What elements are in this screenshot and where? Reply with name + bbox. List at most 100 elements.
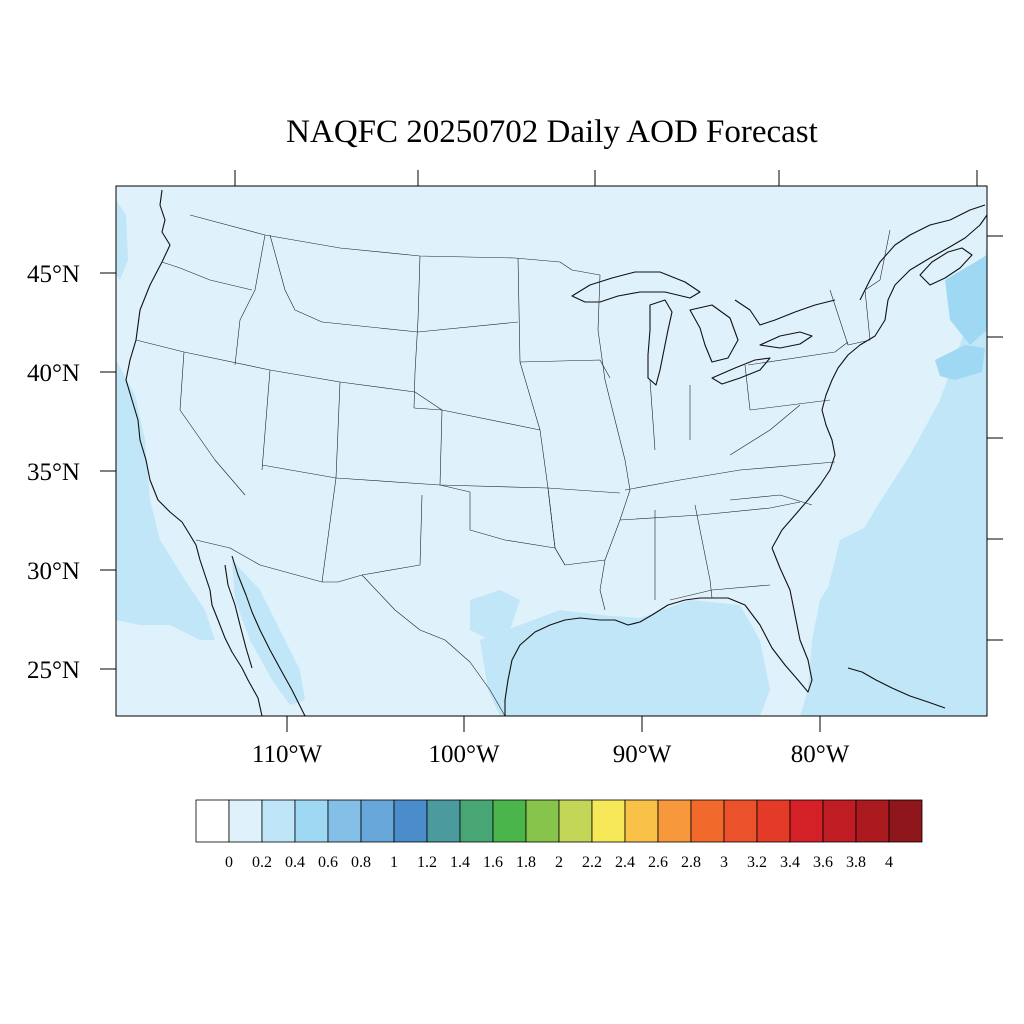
border-nv-ut [261,369,271,471]
aod-region-offshore-east [935,345,985,380]
border-ky-tn [624,461,836,491]
colorbar-swatch [657,799,692,843]
colorbar-swatch [195,799,230,843]
colorbar-label: 3.8 [846,854,866,871]
aod-region-texas [470,590,520,640]
border-al-ga [694,504,713,599]
baja-west-coast [224,564,253,669]
border-pa-md [749,399,831,411]
state-borders [135,214,891,717]
colorbar-label: 1 [390,854,398,871]
border-wv-va [729,404,801,456]
colorbar-swatch [855,799,890,843]
aod-region-nova-scotia [945,255,987,345]
border-ga-fl [669,584,771,601]
border-sc-nc [729,494,813,506]
lat-label-40n: 40°N [27,360,80,387]
gulf-of-california-coast [231,555,306,717]
colorbar-label: 2.2 [582,854,602,871]
colorbar-label: 3 [720,854,728,871]
colorbar-label: 0.4 [285,854,305,871]
colorbar-label: 2 [555,854,563,871]
colorbar-label: 2.4 [615,854,635,871]
colorbar-swatch [459,799,494,843]
colorbar-swatch [261,799,296,843]
colorbar-swatch [756,799,791,843]
colorbar-swatch [624,799,659,843]
coastlines [125,189,988,717]
longitude-labels: 110°W 100°W 90°W 80°W [252,741,850,768]
great-lakes-north-shore [734,299,836,326]
lon-label-90w: 90°W [613,741,672,768]
colorbar-swatch [558,799,593,843]
colorbar-label: 1.4 [450,854,470,871]
map-frame [115,185,988,717]
colorbar-swatch [327,799,362,843]
aod-region-pacific [116,360,215,640]
lon-label-80w: 80°W [791,741,850,768]
aod-region-northwest [116,200,128,280]
latitude-labels: 45°N 40°N 35°N 30°N 25°N [27,261,80,684]
colorbar-swatch [690,799,725,843]
border-mt-wy [321,321,519,333]
lon-label-100w: 100°W [428,741,499,768]
atlantic-coastline [771,214,988,549]
colorbar-label: 0.2 [252,854,272,871]
border-tx-mex [361,574,506,717]
border-tn-south [619,501,801,521]
lake-superior [571,271,701,303]
border-mississippi-river [597,274,631,611]
lake-huron [689,304,739,363]
colorbar-swatch [591,799,626,843]
border-az-nm [321,477,337,583]
colorbar-swatch [426,799,461,843]
lon-label-110w: 110°W [252,741,323,768]
gulf-coastline [504,547,813,716]
colorbar-label: 2.6 [648,854,668,871]
colorbar-label: 3.6 [813,854,833,871]
colorbar-label: 1.6 [483,854,503,871]
border-ca-nv-diag [179,351,246,496]
colorbar-label: 4 [885,854,893,871]
florida-keys-bahamas [847,667,946,709]
colorbar-label: 3.4 [780,854,800,871]
aod-region-california-gulf [232,560,305,705]
border-nd-sd-line [413,255,421,409]
aod-region-gulf [480,600,770,716]
border-id-west [234,234,266,366]
us-canada-border [189,214,601,276]
gulf-of-st-lawrence [859,204,986,301]
border-il-in [649,379,656,451]
map-area [116,186,988,717]
ticks [100,170,1003,732]
border-ne-ks [413,407,541,431]
colorbar-label: 0 [225,854,233,871]
colorbar [195,799,923,843]
border-wa-or [161,261,253,291]
lat-label-45n: 45°N [27,261,80,288]
pacific-coastline [125,189,263,717]
colorbar-swatch [789,799,824,843]
border-co-ks [439,409,443,486]
border-pa-ny [747,341,849,366]
lat-label-30n: 30°N [27,558,80,585]
nova-scotia [919,247,973,286]
colorbar-label: 1.2 [417,854,437,871]
colorbar-label: 2.8 [681,854,701,871]
border-oh-pa [744,364,751,411]
colorbar-label: 3.2 [747,854,767,871]
colorbar-label: 1.8 [516,854,536,871]
colorbar-labels: 0 0.2 0.4 0.6 0.8 1 1.2 1.4 1.6 1.8 2 2.2 2.4 2.6 2.8 3… [225,854,893,871]
border-me-nh [864,229,891,291]
lake-ontario [759,331,813,349]
lat-label-25n: 25°N [27,657,80,684]
colorbar-swatch [723,799,758,843]
colorbar-swatch [822,799,857,843]
border-mt-id [269,234,323,323]
lake-erie [711,357,771,385]
border-ny-vt-nh [829,289,871,346]
border-ut-co [335,381,341,479]
border-ia-mo [519,359,611,379]
colorbar-swatch [228,799,263,843]
